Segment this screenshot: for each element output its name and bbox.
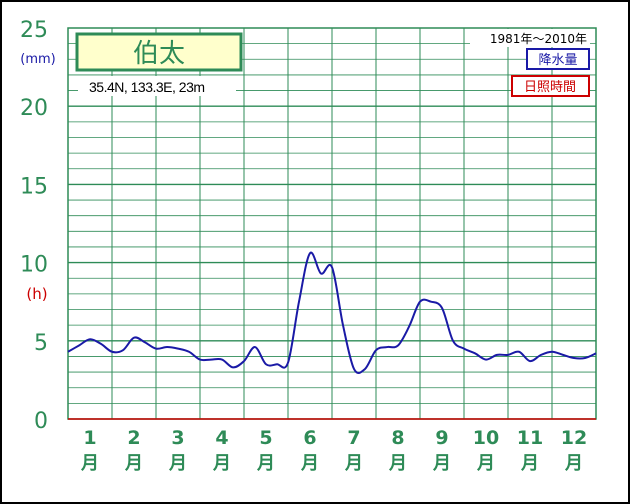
precip-line: [67, 251, 597, 374]
period-label: 1981年〜2010年: [490, 32, 587, 46]
chart-title: 伯太: [133, 39, 185, 69]
legend-sun-label: 日照時間: [524, 80, 576, 95]
legend-sun-box: [511, 75, 590, 97]
month-number-label: 8: [391, 427, 404, 449]
title-box: [75, 32, 243, 72]
month-unit-label: 月: [80, 453, 99, 474]
month-unit-label: 月: [520, 453, 539, 474]
y-tick-label: 5: [34, 331, 48, 356]
month-unit-label: 月: [256, 453, 275, 474]
y-tick-label: 20: [20, 96, 48, 121]
month-number-label: 7: [347, 427, 360, 449]
precip-unit-label: (mm): [20, 52, 55, 67]
month-number-label: 2: [127, 427, 140, 449]
period-box: [470, 29, 590, 47]
y-tick-label: 25: [20, 18, 48, 43]
month-number-label: 3: [171, 427, 184, 449]
month-number-label: 9: [435, 427, 448, 449]
month-number-label: 4: [215, 427, 228, 449]
x-tick-labels: 1 月 2 月 3 月 4 月 5 月 6 月 7 月 8 月 9 月 10 月 11 月 12 月: [80, 427, 587, 474]
month-unit-label: 月: [212, 453, 231, 474]
month-number-label: 10: [473, 427, 499, 449]
month-unit-label: 月: [344, 453, 363, 474]
month-number-label: 12: [561, 427, 587, 449]
month-unit-label: 月: [168, 453, 187, 474]
legend-precip-box: [526, 48, 590, 70]
month-number-label: 1: [83, 427, 96, 449]
series-layer: [67, 251, 597, 374]
y-tick-labels: 0 5 10 15 20 25: [20, 18, 48, 434]
legend-precip-label: 降水量: [538, 53, 577, 68]
y-tick-label: 0: [34, 409, 48, 434]
month-number-label: 5: [259, 427, 272, 449]
month-unit-label: 月: [432, 453, 451, 474]
month-unit-label: 月: [124, 453, 143, 474]
month-number-label: 6: [303, 427, 316, 449]
month-unit-label: 月: [476, 453, 495, 474]
y-tick-label: 15: [20, 174, 48, 199]
grid: [67, 27, 597, 420]
sun-unit-label: (h): [26, 285, 47, 303]
y-tick-label: 10: [20, 253, 48, 278]
month-unit-label: 月: [300, 453, 319, 474]
location-label: 35.4N, 133.3E, 23m: [89, 79, 205, 95]
month-unit-label: 月: [388, 453, 407, 474]
month-number-label: 11: [517, 427, 543, 449]
location-box: [78, 76, 236, 96]
month-unit-label: 月: [564, 453, 583, 474]
